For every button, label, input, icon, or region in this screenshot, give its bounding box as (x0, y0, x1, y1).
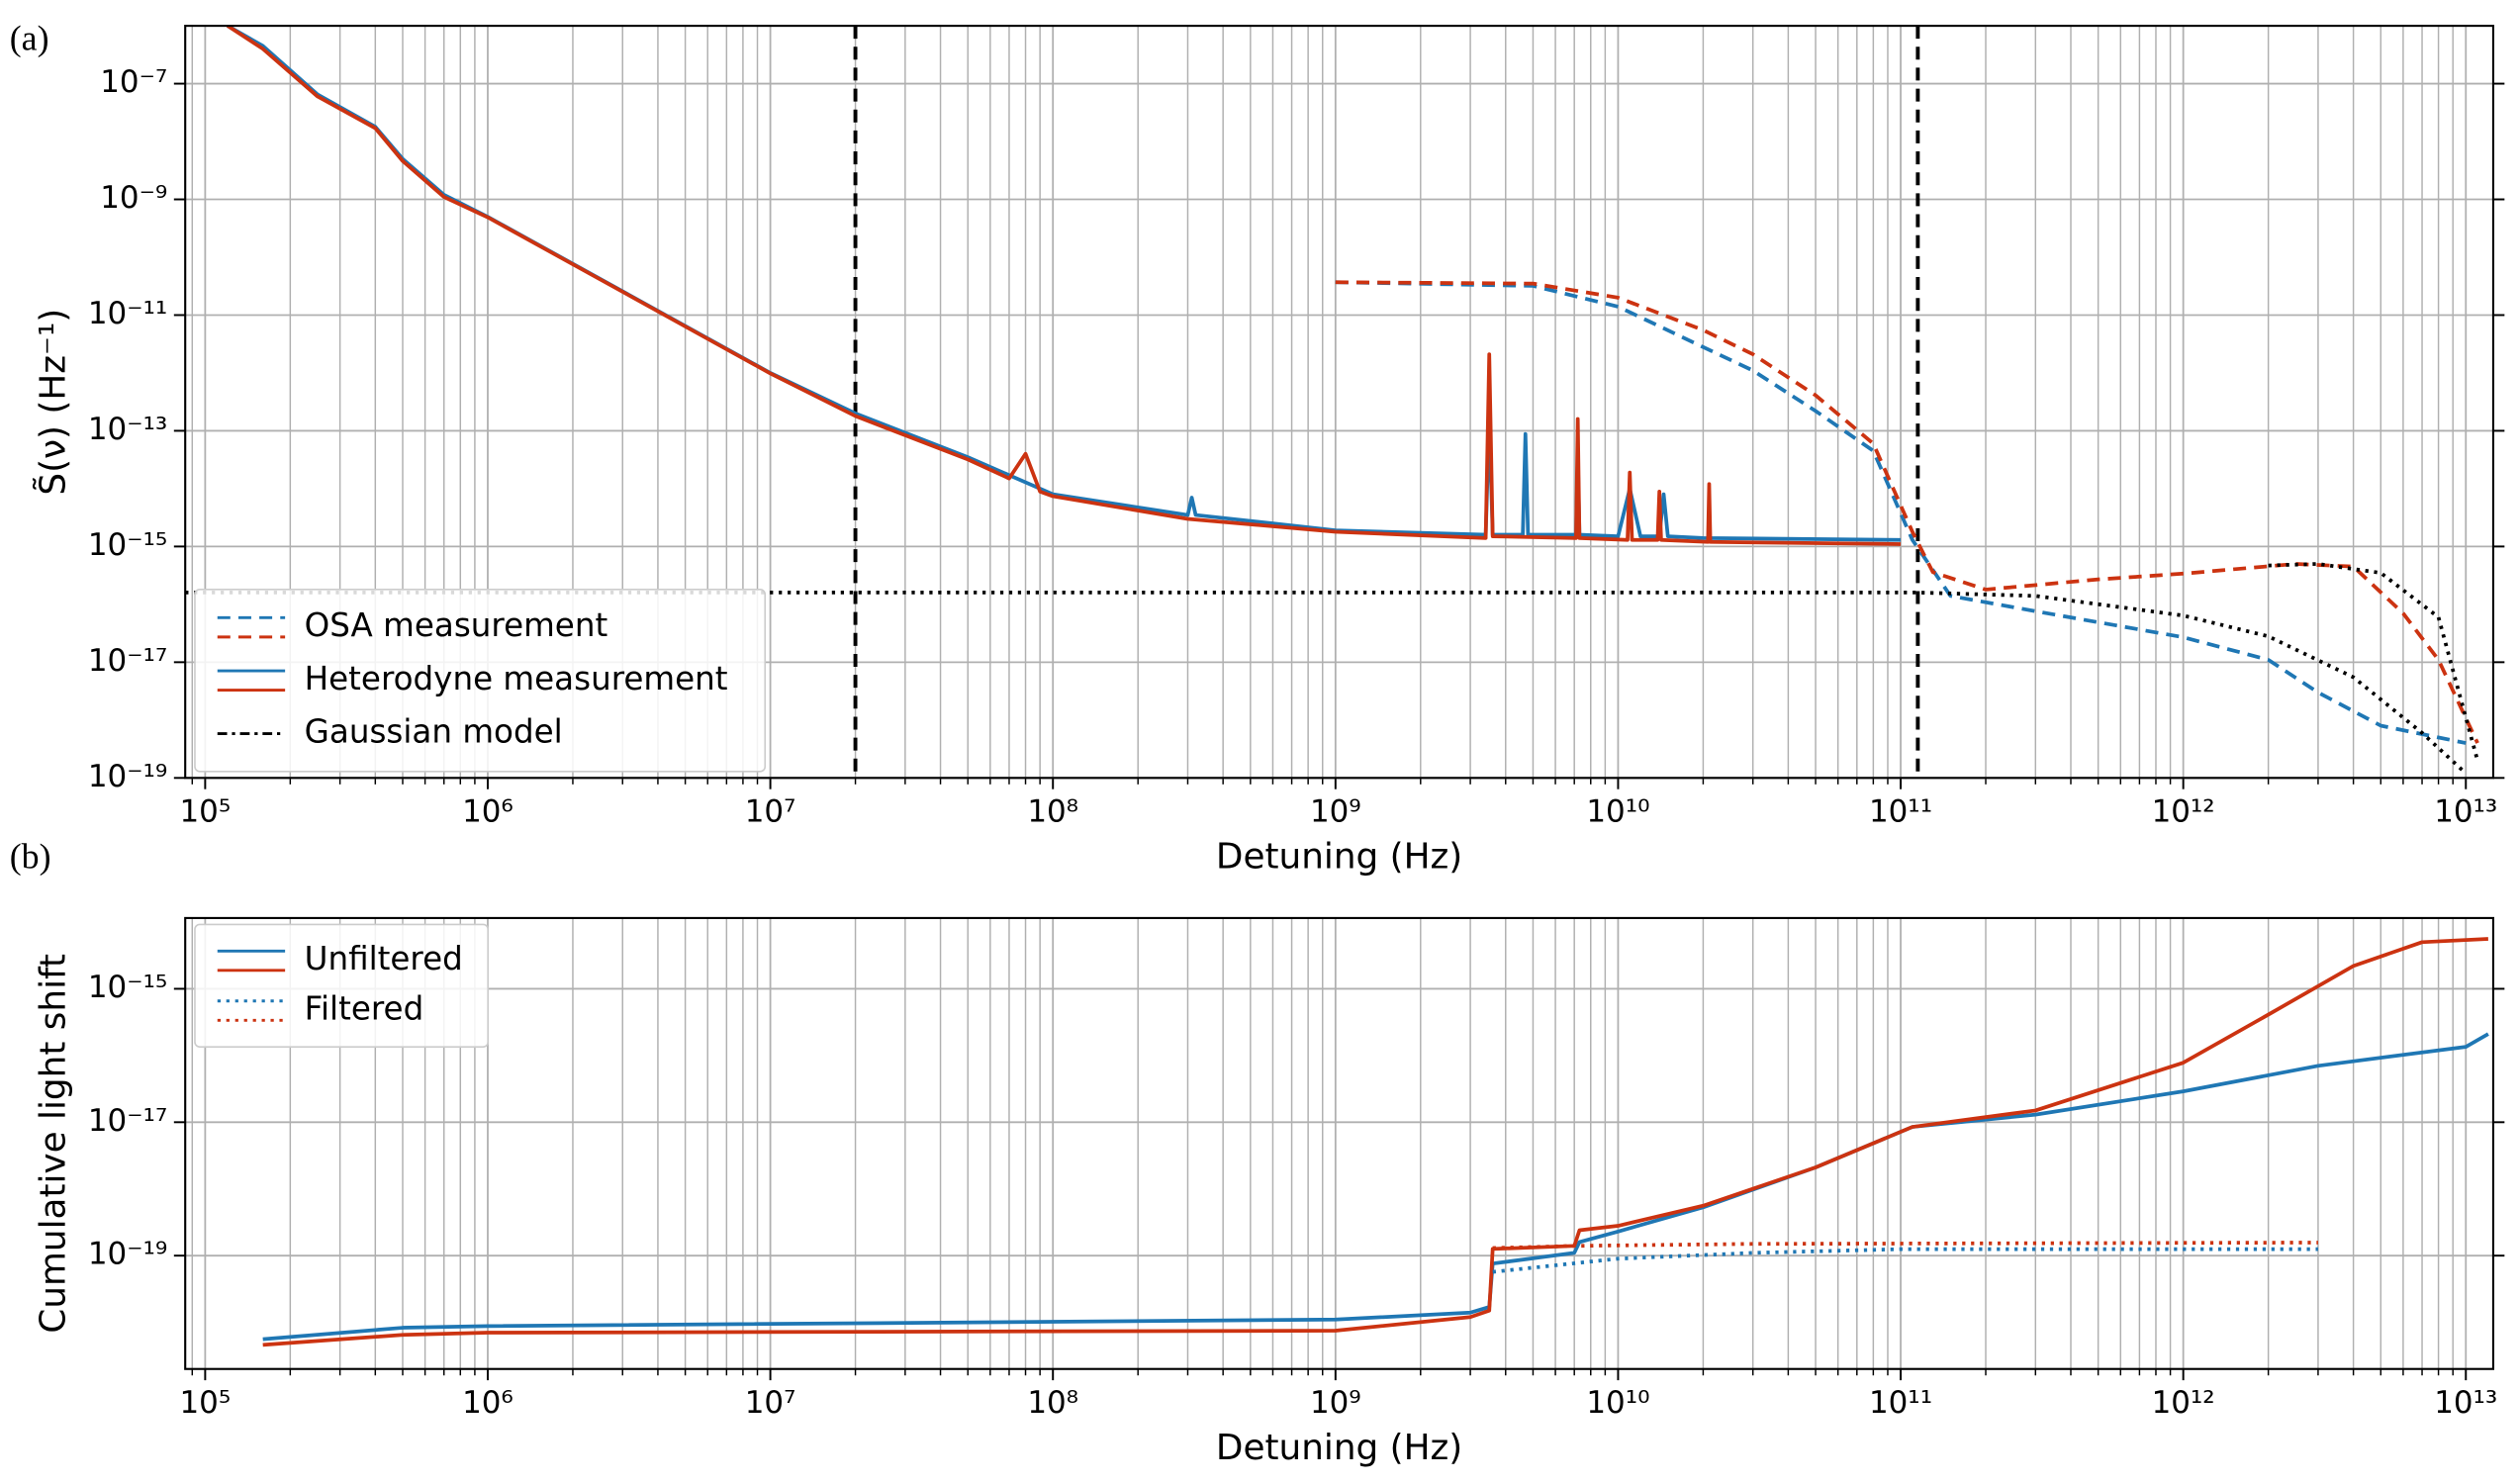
y-tick-label: 10⁻⁷ (100, 64, 167, 100)
x-tick-label: 10⁷ (745, 794, 796, 830)
y-tick-label: 10⁻¹⁷ (88, 1103, 167, 1139)
series-line (262, 1032, 2489, 1342)
x-tick-label: 10¹² (2152, 1385, 2215, 1421)
x-tick-label: 10¹¹ (1869, 794, 1932, 830)
series-line (1492, 1241, 2318, 1251)
series-line (226, 26, 1902, 546)
x-tick-label: 10¹³ (2434, 1385, 2497, 1421)
legend-label: Filtered (305, 990, 424, 1028)
series-line (1335, 280, 2467, 745)
x-tick-label: 10⁶ (462, 1385, 513, 1421)
y-tick-label: 10⁻¹³ (88, 412, 167, 447)
legend-label: Heterodyne measurement (305, 660, 728, 697)
y-tick-label: 10⁻¹⁹ (88, 1237, 167, 1272)
x-tick-label: 10¹¹ (1869, 1385, 1932, 1421)
y-axis-label: Cumulative light shift (33, 954, 73, 1334)
y-tick-label: 10⁻¹¹ (88, 296, 167, 331)
x-tick-label: 10¹³ (2434, 794, 2497, 830)
x-tick-label: 10¹⁰ (1586, 1385, 1649, 1421)
legend-box (194, 923, 490, 1048)
x-tick-label: 10⁸ (1027, 1385, 1078, 1421)
x-tick-label: 10⁸ (1027, 794, 1078, 830)
x-tick-label: 10⁵ (180, 794, 232, 830)
x-tick-label: 10⁵ (180, 1385, 232, 1421)
x-tick-label: 10¹² (2152, 794, 2215, 830)
y-tick-label: 10⁻¹⁷ (88, 643, 167, 679)
panel-label: (b) (10, 837, 51, 877)
x-tick-label: 10⁶ (462, 794, 513, 830)
series-line (262, 937, 2488, 1347)
y-axis-label: S̃(ν) (Hz⁻¹) (33, 309, 74, 496)
y-tick-label: 10⁻¹⁵ (88, 527, 167, 563)
y-tick-label: 10⁻¹⁹ (88, 759, 167, 794)
legend-box (194, 589, 767, 773)
x-tick-label: 10¹⁰ (1586, 794, 1649, 830)
legend-label: Unfiltered (305, 940, 463, 977)
plot-frame (184, 916, 2495, 1370)
plot-frame (184, 25, 2495, 780)
x-axis-label: Detuning (Hz) (1216, 837, 1462, 878)
panel-label: (a) (10, 19, 49, 58)
x-tick-label: 10⁹ (1310, 1385, 1361, 1421)
x-tick-label: 10⁷ (745, 1385, 796, 1421)
y-tick-label: 10⁻¹⁵ (88, 970, 167, 1005)
x-axis-label: Detuning (Hz) (1216, 1428, 1462, 1468)
x-tick-label: 10⁹ (1310, 794, 1361, 830)
series-line (1335, 280, 2479, 744)
legend-label: OSA measurement (305, 606, 608, 644)
legend-label: Gaussian model (305, 713, 563, 751)
y-tick-label: 10⁻⁹ (100, 180, 167, 216)
